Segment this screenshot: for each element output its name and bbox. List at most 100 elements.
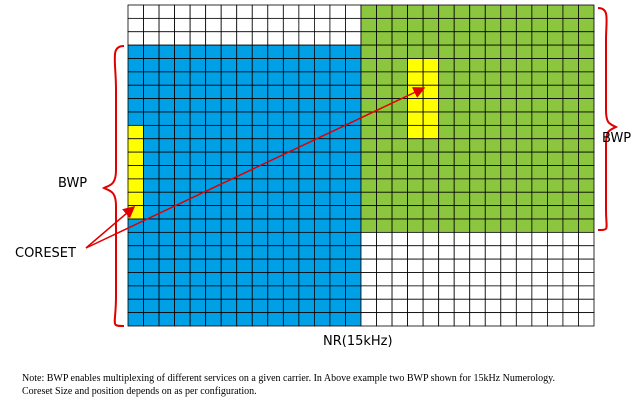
- grid-cell: [453, 258, 471, 273]
- grid-cell: [345, 4, 362, 19]
- grid-cell: [438, 298, 455, 314]
- grid-cell: [562, 44, 579, 59]
- grid-cell: [127, 4, 144, 19]
- grid-cell: [205, 151, 222, 166]
- grid-cell: [220, 285, 238, 300]
- grid-cell: [562, 98, 579, 113]
- grid-cell: [500, 205, 517, 220]
- grid-cell: [438, 285, 455, 300]
- grid-cell: [158, 124, 175, 140]
- grid-cell: [329, 205, 346, 220]
- grid-cell: [376, 4, 393, 19]
- grid-cell: [453, 98, 471, 113]
- grid-cell: [453, 231, 471, 247]
- grid-cell: [236, 178, 253, 193]
- grid-cell: [251, 205, 269, 220]
- grid-cell: [236, 258, 253, 273]
- grid-cell: [515, 258, 533, 273]
- grid-cell: [174, 298, 191, 314]
- grid-cell: [407, 272, 424, 287]
- grid-cell: [158, 218, 175, 233]
- grid-cell: [220, 272, 238, 287]
- grid-cell: [282, 44, 300, 59]
- grid-cell: [562, 312, 579, 327]
- grid-cell: [313, 285, 331, 300]
- grid-cell: [251, 178, 269, 193]
- grid-cell: [267, 245, 284, 260]
- grid-cell: [329, 272, 346, 287]
- grid-cell: [515, 4, 533, 19]
- grid-cell: [267, 71, 284, 86]
- grid-cell: [422, 44, 440, 59]
- grid-cell: [484, 285, 502, 300]
- grid-cell: [205, 111, 222, 126]
- grid-cell: [515, 98, 533, 113]
- grid-cell: [127, 272, 144, 287]
- grid-cell: [422, 272, 440, 287]
- grid-cell: [469, 17, 486, 33]
- grid-cell: [578, 124, 595, 140]
- grid-cell: [484, 44, 502, 59]
- grid-cell: [127, 218, 144, 233]
- grid-cell: [376, 17, 393, 33]
- grid-cell: [547, 258, 564, 273]
- grid-cell: [484, 218, 502, 233]
- grid-cell: [282, 258, 300, 273]
- grid-cell: [313, 44, 331, 59]
- grid-cell: [469, 4, 486, 19]
- grid-cell: [282, 298, 300, 314]
- grid-cell: [407, 285, 424, 300]
- grid-cell: [220, 231, 238, 247]
- grid-cell: [469, 165, 486, 180]
- grid-cell: [469, 178, 486, 193]
- grid-cell: [282, 245, 300, 260]
- grid-cell: [174, 258, 191, 273]
- grid-cell: [422, 84, 440, 100]
- grid-cell: [531, 138, 548, 153]
- grid-cell: [329, 138, 346, 153]
- grid-cell: [220, 44, 238, 59]
- grid-cell: [313, 231, 331, 247]
- grid-cell: [158, 178, 175, 193]
- grid-cell: [189, 298, 207, 314]
- grid-cell: [453, 124, 471, 140]
- grid-cell: [251, 4, 269, 19]
- grid-cell: [376, 258, 393, 273]
- grid-cell: [329, 17, 346, 33]
- grid-cell: [500, 178, 517, 193]
- grid-cell: [438, 98, 455, 113]
- grid-cell: [500, 218, 517, 233]
- grid-cell: [547, 44, 564, 59]
- grid-cell: [158, 111, 175, 126]
- grid-cell: [236, 285, 253, 300]
- grid-cell: [422, 218, 440, 233]
- grid-cell: [547, 191, 564, 207]
- grid-cell: [345, 218, 362, 233]
- grid-cell: [562, 124, 579, 140]
- grid-cell: [500, 124, 517, 140]
- grid-cell: [484, 84, 502, 100]
- grid-cell: [422, 205, 440, 220]
- grid-cell: [531, 4, 548, 19]
- grid-cell: [329, 44, 346, 59]
- grid-cell: [158, 138, 175, 153]
- grid-cell: [484, 258, 502, 273]
- grid-cell: [174, 285, 191, 300]
- grid-cell: [453, 44, 471, 59]
- grid-cell: [282, 31, 300, 46]
- grid-cell: [453, 178, 471, 193]
- grid-cell: [282, 178, 300, 193]
- grid-cell: [205, 165, 222, 180]
- grid-cell: [578, 58, 595, 73]
- grid-cell: [313, 98, 331, 113]
- grid-cell: [236, 44, 253, 59]
- grid-cell: [220, 84, 238, 100]
- grid-cell: [562, 138, 579, 153]
- grid-cell: [267, 84, 284, 100]
- grid-cell: [578, 111, 595, 126]
- grid-cell: [158, 98, 175, 113]
- grid-cell: [220, 111, 238, 126]
- grid-cell: [360, 245, 377, 260]
- grid-cell: [484, 191, 502, 207]
- grid-cell: [251, 84, 269, 100]
